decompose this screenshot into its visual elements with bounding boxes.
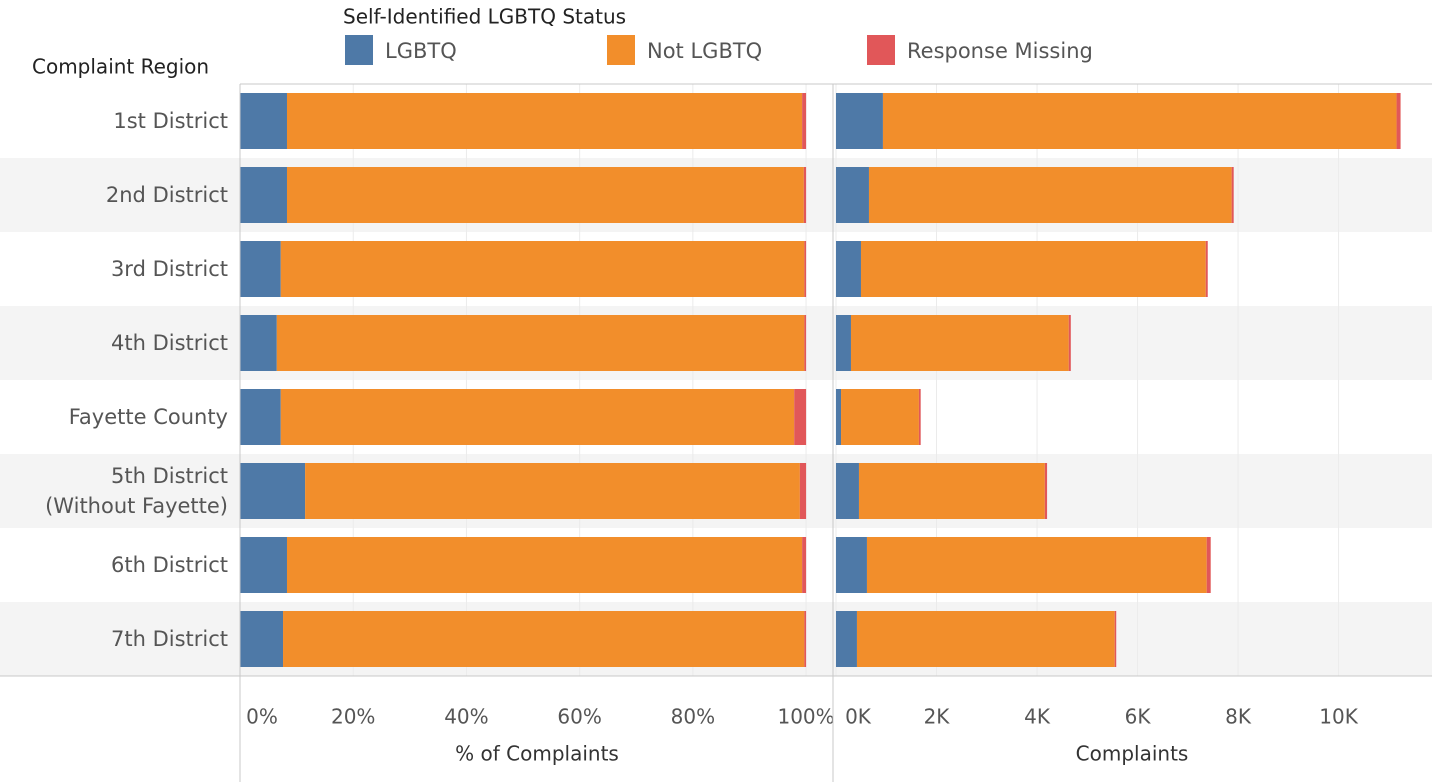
x-tick-label: 8K xyxy=(1225,705,1252,729)
bar xyxy=(858,463,1045,519)
bar xyxy=(1205,241,1208,297)
category-label: 6th District xyxy=(0,528,228,602)
x-tick-label: 6K xyxy=(1125,705,1152,729)
bar xyxy=(240,315,277,371)
bar xyxy=(836,241,861,297)
legend-label: Response Missing xyxy=(907,39,1093,63)
bar xyxy=(866,537,1207,593)
category-text: 7th District xyxy=(110,627,228,651)
legend-swatch xyxy=(607,35,635,65)
category-label: 4th District xyxy=(0,306,228,380)
category-label: 2nd District xyxy=(0,158,228,232)
category-text: 4th District xyxy=(110,331,228,355)
bar xyxy=(836,611,857,667)
bars xyxy=(240,93,1401,667)
x-tick-label: 100% xyxy=(777,705,834,729)
bar xyxy=(836,93,883,149)
bar xyxy=(841,389,919,445)
bar xyxy=(856,611,1115,667)
bar xyxy=(803,167,807,223)
x-axis-title: Complaints xyxy=(1076,742,1189,766)
legend-title: Self-Identified LGBTQ Status xyxy=(343,5,626,29)
category-label: Fayette County xyxy=(0,380,228,454)
bar xyxy=(286,167,804,223)
bar xyxy=(286,537,803,593)
bar xyxy=(1114,611,1117,667)
row-header: Complaint Region xyxy=(32,55,209,79)
bar xyxy=(240,611,284,667)
x-tick-label: 0% xyxy=(246,705,278,729)
bar xyxy=(1206,537,1211,593)
bar xyxy=(794,389,807,445)
x-axis-title: % of Complaints xyxy=(455,742,619,766)
x-tick-label: 60% xyxy=(557,705,601,729)
bar xyxy=(804,241,807,297)
bar xyxy=(802,537,807,593)
legend-label: Not LGBTQ xyxy=(647,39,762,63)
bar xyxy=(836,463,859,519)
category-text: Fayette County xyxy=(68,405,228,429)
bar xyxy=(286,93,803,149)
x-tick-label: 80% xyxy=(671,705,715,729)
bar xyxy=(1396,93,1401,149)
bar xyxy=(804,315,807,371)
category-label: 7th District xyxy=(0,602,228,676)
bar xyxy=(836,537,867,593)
legend-label: LGBTQ xyxy=(385,39,457,63)
category-text: 5th District (Without Fayette) xyxy=(45,464,228,518)
category-text: 3rd District xyxy=(110,257,228,281)
bar xyxy=(240,537,287,593)
category-label: 1st District xyxy=(0,84,228,158)
bar xyxy=(280,389,795,445)
bar xyxy=(868,167,1232,223)
x-tick-label: 20% xyxy=(331,705,375,729)
x-tick-label: 0K xyxy=(845,705,872,729)
bar xyxy=(850,315,1069,371)
bar xyxy=(305,463,800,519)
bar xyxy=(240,389,281,445)
legend-swatch xyxy=(345,35,373,65)
bar xyxy=(802,93,807,149)
bar xyxy=(240,93,287,149)
bar xyxy=(280,241,805,297)
bar xyxy=(240,463,306,519)
bar xyxy=(1068,315,1071,371)
category-label: 3rd District xyxy=(0,232,228,306)
bar xyxy=(860,241,1206,297)
category-label: 5th District (Without Fayette) xyxy=(0,454,228,528)
category-text: 6th District xyxy=(110,553,228,577)
category-text: 1st District xyxy=(113,109,228,133)
bar xyxy=(836,389,842,445)
x-tick-label: 2K xyxy=(924,705,951,729)
x-tick-label: 10K xyxy=(1319,705,1358,729)
bar xyxy=(836,315,851,371)
x-tick-label: 4K xyxy=(1024,705,1051,729)
bar xyxy=(804,611,807,667)
x-tick-label: 40% xyxy=(444,705,488,729)
bar xyxy=(1231,167,1234,223)
bar xyxy=(882,93,1397,149)
category-text: 2nd District xyxy=(105,183,228,207)
bar xyxy=(240,241,281,297)
bar xyxy=(799,463,807,519)
bar xyxy=(836,167,869,223)
bar xyxy=(918,389,921,445)
bar xyxy=(1044,463,1048,519)
bar xyxy=(276,315,805,371)
bar xyxy=(283,611,805,667)
bar xyxy=(240,167,287,223)
legend-swatch xyxy=(867,35,895,65)
